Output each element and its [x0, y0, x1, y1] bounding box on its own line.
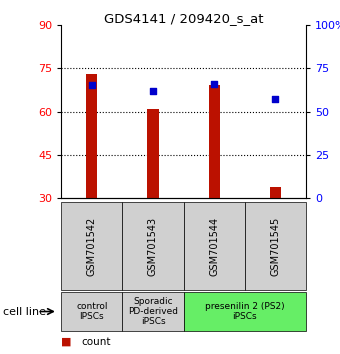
Bar	[209, 86, 220, 198]
Text: count: count	[82, 337, 111, 347]
Point	[211, 81, 217, 87]
FancyBboxPatch shape	[245, 202, 306, 290]
Text: GSM701543: GSM701543	[148, 216, 158, 276]
Text: ■: ■	[61, 337, 72, 347]
FancyBboxPatch shape	[184, 292, 306, 331]
FancyBboxPatch shape	[122, 292, 184, 331]
Point	[150, 88, 156, 93]
Bar	[86, 74, 97, 198]
Text: presenilin 2 (PS2)
iPSCs: presenilin 2 (PS2) iPSCs	[205, 302, 285, 321]
Text: GDS4141 / 209420_s_at: GDS4141 / 209420_s_at	[104, 12, 264, 25]
FancyBboxPatch shape	[61, 292, 122, 331]
Bar	[270, 187, 281, 198]
Point	[89, 83, 95, 88]
Text: Sporadic
PD-derived
iPSCs: Sporadic PD-derived iPSCs	[128, 297, 178, 326]
FancyBboxPatch shape	[184, 202, 245, 290]
Text: control
IPSCs: control IPSCs	[76, 302, 107, 321]
Text: GSM701544: GSM701544	[209, 216, 219, 276]
FancyBboxPatch shape	[122, 202, 184, 290]
Point	[273, 97, 278, 102]
FancyBboxPatch shape	[61, 202, 122, 290]
Text: GSM701542: GSM701542	[87, 216, 97, 276]
Text: cell line: cell line	[3, 307, 46, 316]
Bar	[148, 109, 158, 198]
Text: GSM701545: GSM701545	[270, 216, 280, 276]
